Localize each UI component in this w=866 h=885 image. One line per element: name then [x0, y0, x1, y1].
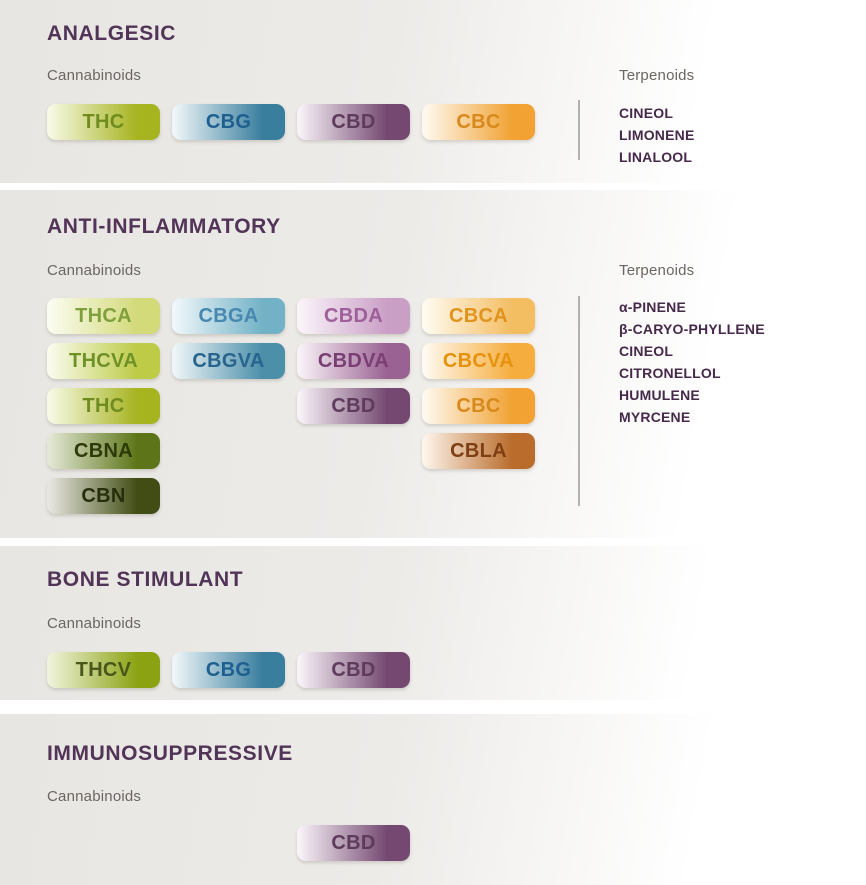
- section-anti-inflammatory: ANTI-INFLAMMATORY Cannabinoids Terpenoid…: [0, 190, 866, 538]
- cannabinoid-pill-cbd: CBD: [297, 104, 410, 140]
- terpenoid-item: MYRCENE: [619, 409, 691, 425]
- cannabinoid-pill-cbga: CBGA: [172, 298, 285, 334]
- terpenoid-item: HUMULENE: [619, 387, 700, 403]
- section-bone-stimulant: BONE STIMULANT Cannabinoids THCV CBG CBD: [0, 546, 866, 700]
- cannabinoid-pill-cbla: CBLA: [422, 433, 535, 469]
- terpenoid-item: LIMONENE: [619, 127, 695, 143]
- cannabinoid-pill-cbcva: CBCVA: [422, 343, 535, 379]
- terpenoid-divider: [578, 296, 580, 506]
- grid-empty-cell: [422, 652, 535, 688]
- grid-empty-cell: [422, 825, 535, 861]
- cannabinoid-pill-cbg: CBG: [172, 652, 285, 688]
- cannabinoid-pill-thca: THCA: [47, 298, 160, 334]
- cannabinoid-pill-thcva: THCVA: [47, 343, 160, 379]
- terpenoid-item: CINEOL: [619, 105, 674, 121]
- grid-empty-cell: [47, 825, 160, 861]
- cannabinoid-pill-thc: THC: [47, 104, 160, 140]
- cannabinoids-label: Cannabinoids: [47, 615, 142, 632]
- terpenoid-list: CINEOL LIMONENE LINALOOL: [619, 102, 695, 168]
- terpenoid-item: LINALOOL: [619, 149, 693, 165]
- section-analgesic: ANALGESIC Cannabinoids Terpenoids THC CBG…: [0, 0, 866, 183]
- terpenoid-item: CITRONELLOL: [619, 365, 721, 381]
- cannabinoid-grid: THC CBG CBD CBC: [47, 104, 535, 140]
- grid-empty-cell: [422, 478, 535, 514]
- section-title: ANTI-INFLAMMATORY: [47, 215, 281, 238]
- terpenoid-list: α-PINENE β-CARYO-PHYLLENE CINEOL CITRONELLO…: [619, 296, 765, 428]
- cannabinoid-grid: THCV CBG CBD: [47, 652, 535, 688]
- grid-empty-cell: [172, 388, 285, 424]
- cannabinoid-pill-cbd: CBD: [297, 388, 410, 424]
- cannabinoid-pill-cbn: CBN: [47, 478, 160, 514]
- cannabinoids-label: Cannabinoids: [47, 67, 142, 84]
- terpenoid-item: α-PINENE: [619, 299, 686, 315]
- terpenoid-divider: [578, 100, 580, 160]
- cannabinoid-pill-thcv: THCV: [47, 652, 160, 688]
- cannabinoid-pill-cbda: CBDA: [297, 298, 410, 334]
- cannabinoids-label: Cannabinoids: [47, 262, 142, 279]
- cannabinoid-pill-cbc: CBC: [422, 388, 535, 424]
- grid-empty-cell: [172, 825, 285, 861]
- section-title: IMMUNOSUPPRESSIVE: [47, 742, 293, 765]
- section-title: ANALGESIC: [47, 22, 177, 45]
- cannabinoid-pill-cbg: CBG: [172, 104, 285, 140]
- cannabinoid-pill-cbc: CBC: [422, 104, 535, 140]
- cannabinoid-pill-cbdva: CBDVA: [297, 343, 410, 379]
- terpenoids-label: Terpenoids: [619, 262, 695, 279]
- cannabinoid-pill-cbd: CBD: [297, 825, 410, 861]
- terpenoid-item: CINEOL: [619, 343, 674, 359]
- cannabinoid-pill-cbgva: CBGVA: [172, 343, 285, 379]
- cannabinoid-grid: CBD: [47, 825, 535, 861]
- cannabinoid-pill-cbd: CBD: [297, 652, 410, 688]
- cannabinoid-grid: THCA CBGA CBDA CBCA THCVA CBGVA CBDVA CBCVA THC C…: [47, 298, 535, 514]
- section-immunosuppressive: IMMUNOSUPPRESSIVE Cannabinoids CBD: [0, 714, 866, 885]
- grid-empty-cell: [172, 478, 285, 514]
- grid-empty-cell: [297, 433, 410, 469]
- cannabinoid-pill-cbca: CBCA: [422, 298, 535, 334]
- terpenoids-label: Terpenoids: [619, 67, 695, 84]
- grid-empty-cell: [172, 433, 285, 469]
- cannabinoid-pill-thc: THC: [47, 388, 160, 424]
- cannabinoids-label: Cannabinoids: [47, 788, 142, 805]
- terpenoid-item: β-CARYO-PHYLLENE: [619, 321, 765, 337]
- section-title: BONE STIMULANT: [47, 568, 244, 591]
- grid-empty-cell: [297, 478, 410, 514]
- cannabinoid-pill-cbna: CBNA: [47, 433, 160, 469]
